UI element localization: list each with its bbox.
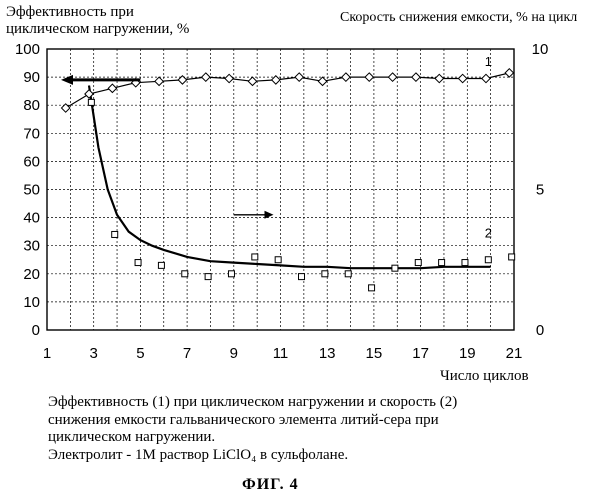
- y-tick-label: 100: [15, 41, 40, 58]
- series-1-point: [108, 84, 116, 92]
- y-tick-label: 50: [23, 182, 40, 199]
- series-1-point: [388, 73, 396, 81]
- series-1-point: [365, 73, 373, 81]
- caption-line-2: снижения емкости гальванического элемент…: [48, 412, 488, 430]
- series-1-point: [505, 69, 513, 77]
- x-tick-label: 15: [366, 345, 383, 362]
- series-1-point: [225, 74, 233, 82]
- y2-tick-label: 0: [536, 322, 544, 339]
- x-tick-label: 13: [319, 345, 336, 362]
- x-tick-label: 17: [412, 345, 429, 362]
- y-tick-label: 70: [23, 125, 40, 142]
- series-2-point: [228, 271, 234, 277]
- figure-label: ФИГ. 4: [242, 476, 299, 494]
- series-2-point: [182, 271, 188, 277]
- series-1-point: [435, 74, 443, 82]
- caption-line-1: Эффективность (1) при циклическом нагруж…: [48, 394, 488, 412]
- y-tick-label: 0: [32, 322, 40, 339]
- series-annotation: 2: [485, 225, 492, 240]
- y-tick-label: 40: [23, 210, 40, 227]
- series-1-point: [318, 77, 326, 85]
- x-tick-label: 3: [90, 345, 98, 362]
- left-axis-title-line-1: Эффективность при: [6, 4, 226, 21]
- series-2-point: [205, 274, 211, 280]
- series-2-point: [299, 274, 305, 280]
- series-2-point: [252, 254, 258, 260]
- series-1-point: [295, 73, 303, 81]
- series-2-point: [322, 271, 328, 277]
- series-1-point: [85, 90, 93, 98]
- right-axis-title: Скорость снижения емкости, % на цикл: [340, 10, 577, 26]
- caption-line-3: циклическом нагружении.: [48, 429, 488, 447]
- y-tick-label: 60: [23, 153, 40, 170]
- series-1-point: [412, 73, 420, 81]
- series-1-point: [155, 77, 163, 85]
- series-1-point: [248, 77, 256, 85]
- series-2-point: [158, 262, 164, 268]
- x-tick-label: 7: [183, 345, 191, 362]
- series-2-trend-line: [89, 86, 491, 269]
- x-tick-label: 11: [273, 345, 289, 362]
- x-tick-label: 21: [506, 345, 523, 362]
- series-2-point: [415, 260, 421, 266]
- series-2-point: [88, 99, 94, 105]
- series-2-point: [439, 260, 445, 266]
- figure-caption: Эффективность (1) при циклическом нагруж…: [48, 394, 488, 464]
- y-tick-label: 90: [23, 69, 40, 86]
- y-tick-label: 30: [23, 238, 40, 255]
- series-1-point: [342, 73, 350, 81]
- y-tick-label: 10: [23, 294, 40, 311]
- left-axis-title: Эффективность при циклическом нагружении…: [6, 4, 226, 38]
- y-tick-label: 20: [23, 266, 40, 283]
- series-2-point: [392, 265, 398, 271]
- series-1-point: [458, 74, 466, 82]
- series-2-point: [135, 260, 141, 266]
- series-2-point: [275, 257, 281, 263]
- x-tick-label: 1: [43, 345, 51, 362]
- x-tick-label: 9: [230, 345, 238, 362]
- series-annotation: 1: [485, 54, 492, 69]
- left-axis-title-line-2: циклическом нагружении, %: [6, 21, 226, 38]
- caption-line-4: Электролит - 1М раствор LiClO₄ в сульфол…: [48, 447, 488, 465]
- x-tick-label: 5: [136, 345, 144, 362]
- series-1-point: [482, 74, 490, 82]
- series-1-point: [202, 73, 210, 81]
- series-2-point: [485, 257, 491, 263]
- series-2-point: [509, 254, 515, 260]
- x-axis-label: Число циклов: [440, 368, 529, 385]
- series-2-point: [112, 231, 118, 237]
- axis-arrow-left-head: [61, 75, 73, 85]
- y2-tick-label: 10: [532, 41, 549, 58]
- series-2-point: [345, 271, 351, 277]
- x-tick-label: 19: [459, 345, 476, 362]
- series-2-point: [369, 285, 375, 291]
- series-2-point: [462, 260, 468, 266]
- y2-tick-label: 5: [536, 182, 544, 199]
- y-tick-label: 80: [23, 97, 40, 114]
